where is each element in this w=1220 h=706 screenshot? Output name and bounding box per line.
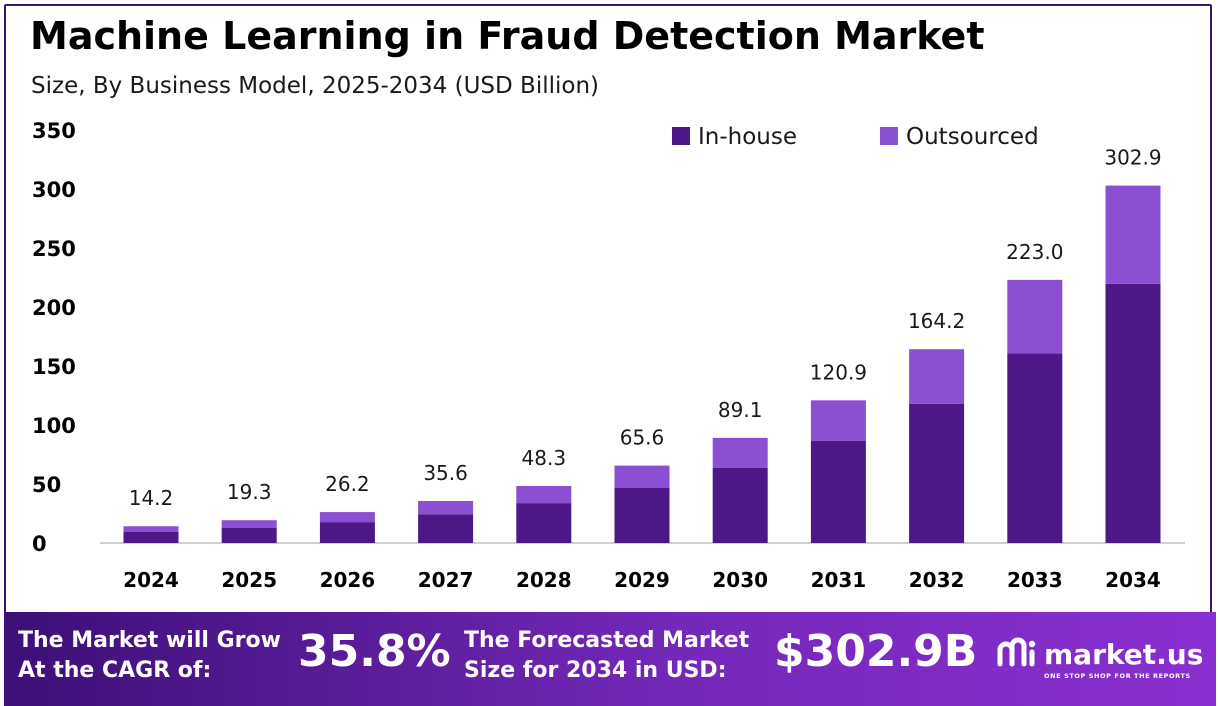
data-label-2033: 223.0	[1006, 240, 1063, 264]
cagr-label: The Market will Grow At the CAGR of:	[18, 626, 281, 686]
forecast-value: $302.9B	[774, 626, 978, 677]
brand-tagline: ONE STOP SHOP FOR THE REPORTS	[1044, 672, 1191, 680]
forecast-label-line2: Size for 2034 in USD:	[464, 658, 727, 683]
data-label-2028: 48.3	[522, 446, 567, 470]
y-tick-label: 0	[32, 532, 47, 556]
y-tick-label: 200	[32, 296, 76, 320]
cagr-label-line2: At the CAGR of:	[18, 658, 212, 683]
forecast-label: The Forecasted Market Size for 2034 in U…	[464, 626, 749, 686]
x-tick-label-2033: 2033	[1007, 568, 1063, 592]
data-label-2032: 164.2	[908, 309, 965, 333]
y-tick-label: 50	[32, 473, 61, 497]
bar-in-house-2024	[123, 531, 179, 543]
chart-subtitle: Size, By Business Model, 2025-2034 (USD …	[31, 73, 600, 99]
bar-in-house-2031	[810, 440, 866, 543]
bar-in-house-2026	[319, 522, 375, 543]
x-tick-label-2027: 2027	[418, 568, 474, 592]
bar-in-house-2025	[221, 527, 277, 543]
bar-outsourced-2033	[1007, 279, 1063, 354]
data-label-2027: 35.6	[423, 461, 468, 485]
data-label-2034: 302.9	[1104, 146, 1161, 170]
brand-name: market.us	[1044, 638, 1204, 671]
bar-in-house-2033	[1007, 353, 1063, 543]
bar-in-house-2027	[418, 514, 474, 543]
bar-outsourced-2024	[123, 526, 179, 532]
legend-label-in-house: In-house	[698, 124, 797, 150]
legend-swatch-in-house	[672, 127, 690, 145]
bar-in-house-2034	[1105, 283, 1161, 543]
bar-outsourced-2029	[614, 465, 670, 489]
bar-chart: 0 50 100 150 200 250 300 350 14.2 2024 19.3 2025 26.…	[32, 119, 1185, 592]
bar-outsourced-2031	[810, 400, 866, 441]
data-label-2030: 89.1	[718, 398, 763, 422]
x-tick-label-2025: 2025	[221, 568, 277, 592]
data-label-2025: 19.3	[227, 480, 272, 504]
bar-in-house-2032	[909, 403, 965, 543]
y-tick-label: 300	[32, 178, 76, 202]
x-tick-label-2031: 2031	[811, 568, 867, 592]
y-tick-label: 150	[32, 355, 76, 379]
data-label-2031: 120.9	[810, 360, 867, 384]
market-us-logo-icon	[997, 637, 1036, 667]
forecast-label-line1: The Forecasted Market	[464, 628, 750, 653]
legend-label-outsourced: Outsourced	[906, 124, 1039, 150]
bar-outsourced-2026	[319, 512, 375, 523]
x-tick-label-2024: 2024	[123, 568, 179, 592]
x-tick-label-2029: 2029	[614, 568, 670, 592]
y-tick-label: 350	[32, 119, 76, 143]
bar-outsourced-2028	[516, 486, 572, 504]
x-tick-label-2034: 2034	[1105, 568, 1161, 592]
bar-in-house-2028	[516, 503, 572, 543]
x-tick-label-2032: 2032	[909, 568, 965, 592]
legend-swatch-outsourced	[880, 127, 898, 145]
y-tick-label: 100	[32, 414, 76, 438]
bar-outsourced-2032	[909, 349, 965, 404]
bar-in-house-2029	[614, 488, 670, 543]
bar-outsourced-2034	[1105, 185, 1161, 284]
data-label-2026: 26.2	[325, 472, 370, 496]
bar-outsourced-2025	[221, 520, 277, 528]
x-tick-label-2028: 2028	[516, 568, 572, 592]
x-tick-label-2026: 2026	[320, 568, 376, 592]
data-label-2024: 14.2	[129, 486, 174, 510]
bar-in-house-2030	[712, 467, 768, 543]
y-tick-label: 250	[32, 237, 76, 261]
x-tick-label-2030: 2030	[712, 568, 768, 592]
brand-logo: market.us ONE STOP SHOP FOR THE REPORTS	[996, 636, 1203, 686]
data-label-2029: 65.6	[620, 426, 665, 450]
bar-outsourced-2027	[418, 500, 474, 515]
cagr-value: 35.8%	[298, 626, 451, 677]
cagr-label-line1: The Market will Grow	[18, 628, 281, 653]
chart-title: Machine Learning in Fraud Detection Mark…	[30, 14, 985, 58]
footer-banner: The Market will Grow At the CAGR of: 35.…	[4, 612, 1216, 706]
bar-outsourced-2030	[712, 437, 768, 468]
